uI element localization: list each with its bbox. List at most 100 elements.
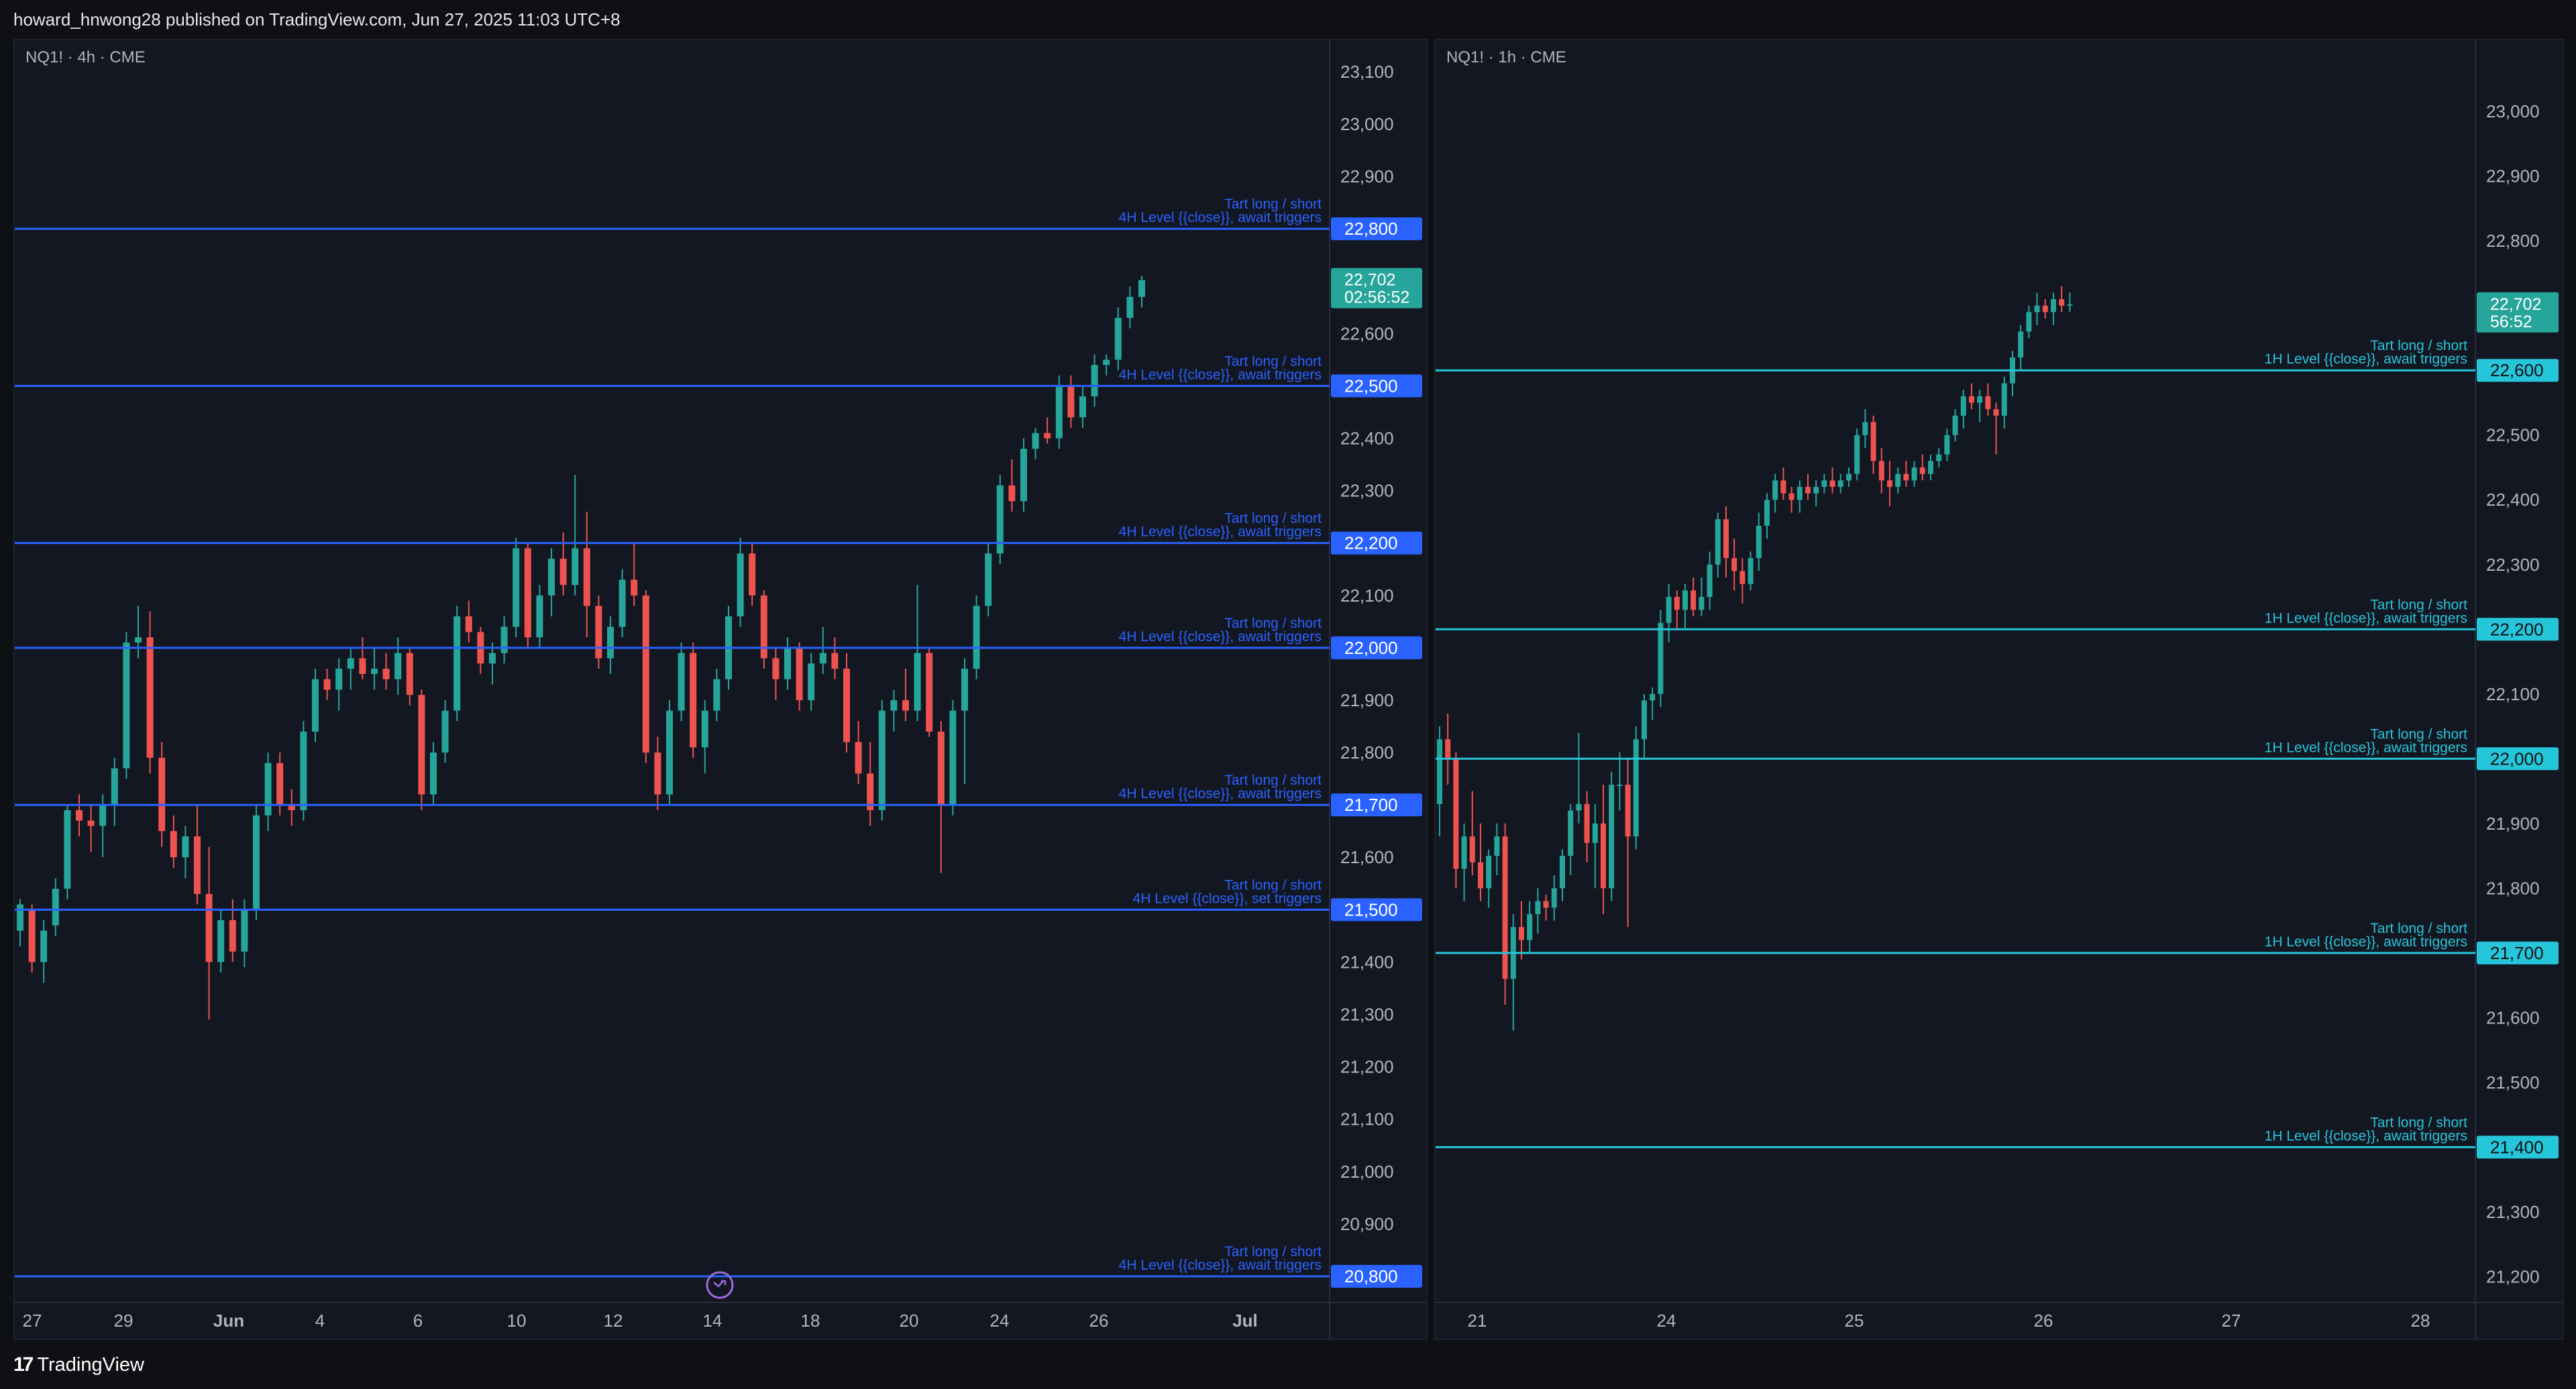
candle-up — [1960, 396, 1966, 416]
y-tick-label: 22,500 — [2486, 425, 2540, 445]
candle-up — [1837, 480, 1843, 487]
chart-1h-svg[interactable]: 21,200 21,300 21,400 21,500 21,600 21,700 21,8… — [1436, 40, 2563, 1339]
last-price-value: 22,702 — [2490, 295, 2541, 314]
candle-up — [2026, 312, 2032, 332]
level-label-line2: 4H Level {{close}}, await triggers — [1119, 210, 1322, 225]
candle-down — [146, 637, 154, 758]
candle-up — [1535, 901, 1541, 914]
candle-up — [1715, 519, 1721, 565]
candle-up — [441, 710, 449, 753]
candle-down — [583, 548, 590, 606]
level-price-tag-text: 21,400 — [2490, 1137, 2544, 1157]
y-tick-label: 21,100 — [1340, 1109, 1394, 1129]
x-tick-label: 24 — [1657, 1311, 1676, 1331]
publish-text: howard_hnwong28 published on TradingView… — [13, 9, 621, 30]
candle-down — [229, 920, 236, 952]
x-tick-label: 12 — [604, 1311, 623, 1331]
candle-up — [64, 810, 71, 889]
level-label-line1: Tart long / short — [1224, 877, 1322, 893]
y-tick-label: 22,100 — [1340, 586, 1394, 606]
y-tick-label: 22,400 — [2486, 490, 2540, 510]
y-tick-label: 21,400 — [1340, 952, 1394, 972]
candle-down — [1919, 467, 1925, 474]
candle-down — [2059, 299, 2065, 306]
candle-down — [749, 553, 756, 596]
candle-down — [796, 647, 803, 700]
candle-down — [205, 893, 213, 962]
candle-up — [1928, 461, 1933, 474]
candle-down — [1601, 823, 1606, 889]
level-price-tag-text: 20,800 — [1344, 1266, 1398, 1286]
chart-4h-svg[interactable]: 20,800 20,900 21,000 21,100 21,200 21,300 21,4… — [15, 40, 1426, 1339]
candle-up — [1846, 474, 1851, 481]
candle-up — [973, 606, 980, 669]
candle-down — [843, 669, 850, 742]
level-price-tag — [1331, 1264, 1422, 1288]
candle-down — [1519, 927, 1524, 940]
tradingview-logo[interactable]: 17 TradingView — [13, 1353, 144, 1376]
level-label-line2: 4H Level {{close}}, await triggers — [1119, 1258, 1322, 1273]
dividend-forward-icon[interactable] — [706, 1271, 734, 1299]
candle-up — [1103, 359, 1110, 366]
candle-up — [985, 553, 992, 606]
candle-up — [1854, 435, 1860, 474]
candle-down — [1044, 433, 1051, 439]
candle-up — [253, 815, 260, 910]
y-tick-label: 22,100 — [2486, 684, 2540, 704]
candle-down — [465, 616, 472, 632]
tradingview-logo-text: TradingView — [37, 1353, 144, 1376]
y-tick-label: 21,800 — [2486, 878, 2540, 898]
chart-panel-4h[interactable]: 20,800 20,900 21,000 21,100 21,200 21,300 21,4… — [13, 39, 1428, 1340]
candle-up — [961, 669, 968, 711]
publish-header: howard_hnwong28 published on TradingView… — [0, 0, 2576, 39]
last-price-tag — [1331, 268, 1422, 309]
candle-up — [40, 930, 48, 962]
level-label-line1: Tart long / short — [2370, 597, 2467, 612]
candle-down — [926, 653, 933, 732]
candle-up — [347, 658, 354, 669]
candle-down — [559, 559, 567, 586]
candle-up — [300, 731, 307, 810]
x-tick-label: 28 — [2411, 1311, 2430, 1331]
candle-down — [1739, 571, 1746, 584]
candle-up — [701, 710, 708, 748]
level-label-line2: 1H Level {{close}}, await triggers — [2265, 610, 2467, 626]
candle-up — [572, 548, 579, 586]
candle-down — [690, 653, 697, 748]
candle-up — [1756, 525, 1762, 559]
symbol-label-1h[interactable]: NQ1! · 1h · CME — [1446, 48, 1566, 66]
y-tick-label: 21,900 — [2486, 814, 2540, 834]
level-price-tag-text: 22,800 — [1344, 219, 1398, 239]
level-label-line1: Tart long / short — [1224, 353, 1322, 369]
y-tick-label: 20,900 — [1340, 1214, 1394, 1234]
candle-up — [713, 679, 720, 711]
candle-up — [1895, 474, 1901, 487]
candle-up — [2034, 305, 2040, 313]
symbol-label-4h[interactable]: NQ1! · 4h · CME — [25, 48, 146, 66]
chart-panel-1h[interactable]: 21,200 21,300 21,400 21,500 21,600 21,700 21,8… — [1434, 39, 2564, 1340]
x-tick-label: 21 — [1468, 1311, 1487, 1331]
level-label-line2: 1H Level {{close}}, await triggers — [2265, 740, 2467, 755]
candle-down — [1478, 862, 1483, 889]
candle-up — [1796, 486, 1803, 500]
candle-down — [1993, 409, 1999, 416]
y-tick-label: 22,300 — [1340, 481, 1394, 501]
y-tick-label: 22,400 — [1340, 428, 1394, 448]
candle-up — [99, 805, 107, 826]
level-price-tag-text: 22,200 — [1344, 533, 1398, 553]
last-price-value: 22,702 — [1344, 271, 1395, 290]
candle-up — [500, 626, 508, 653]
candle-up — [1560, 856, 1565, 889]
candle-down — [937, 731, 945, 805]
candle-down — [28, 909, 36, 962]
candle-up — [1494, 836, 1500, 856]
candle-up — [1032, 433, 1039, 449]
candle-up — [1911, 467, 1917, 481]
candle-up — [1658, 622, 1664, 694]
y-tick-label: 22,900 — [2486, 166, 2540, 186]
level-price-tag-text: 21,700 — [2490, 943, 2544, 963]
x-tick-label: Jul — [1232, 1311, 1258, 1331]
y-tick-label: 21,300 — [2486, 1202, 2540, 1222]
level-label-line2: 1H Level {{close}}, await triggers — [2265, 351, 2467, 367]
candle-up — [949, 710, 957, 805]
